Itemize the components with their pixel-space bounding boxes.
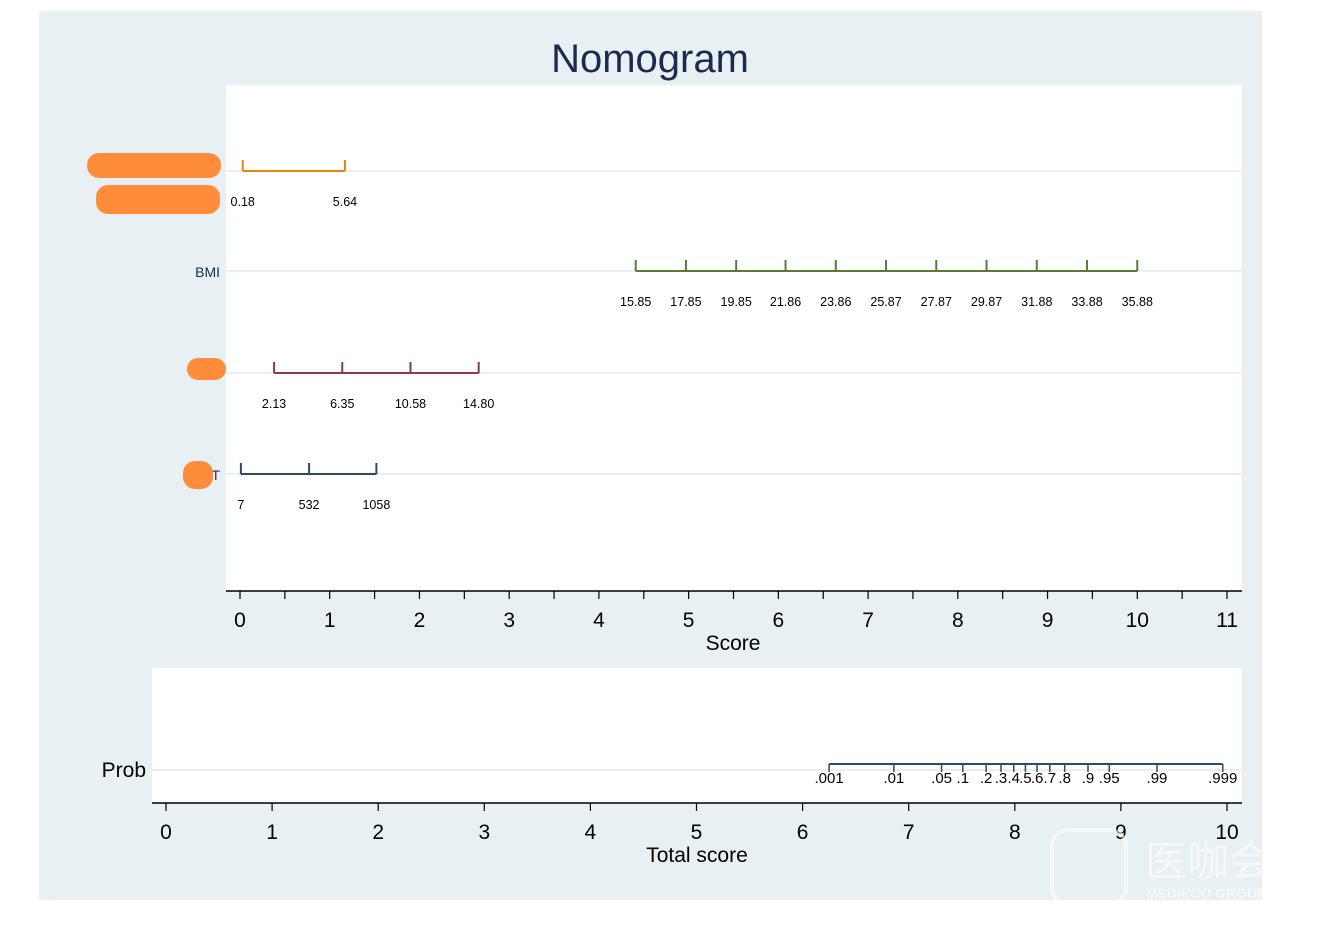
prob-tick-label: .8 <box>1058 770 1071 787</box>
score-tick-label: 9 <box>1042 609 1054 632</box>
total-tick-label: 4 <box>585 821 597 844</box>
chart-title: Nomogram <box>551 37 749 81</box>
prob-tick-label: .3 <box>995 770 1008 787</box>
variable-tick-label: 1058 <box>362 498 390 512</box>
prob-tick-label: .9 <box>1082 770 1095 787</box>
score-tick-label: 8 <box>952 609 964 632</box>
prob-tick-label: .4 <box>1007 770 1020 787</box>
variable-tick-label: 25.87 <box>870 295 901 309</box>
score-tick-label: 5 <box>683 609 695 632</box>
prob-tick-label: .6 <box>1031 770 1044 787</box>
variable-label: T <box>211 467 220 483</box>
prob-tick-label: .99 <box>1147 770 1168 787</box>
watermark-logo-icon <box>1050 828 1128 906</box>
score-tick-label: 1 <box>324 609 336 632</box>
total-tick-label: 10 <box>1215 821 1238 844</box>
variable-tick-label: 15.85 <box>620 295 651 309</box>
watermark-en: MEDIECO GROUP <box>1146 885 1267 901</box>
variable-tick-label: 7 <box>237 498 244 512</box>
score-tick-label: 4 <box>593 609 605 632</box>
variable-tick-label: 33.88 <box>1071 295 1102 309</box>
prob-tick-label: .95 <box>1099 770 1120 787</box>
prob-tick-label: .5 <box>1019 770 1032 787</box>
variable-tick-label: 0.18 <box>231 195 255 209</box>
variable-tick-label: 19.85 <box>721 295 752 309</box>
redaction-mark <box>96 185 220 214</box>
prob-label: Prob <box>102 759 146 782</box>
prob-tick-label: .001 <box>815 770 844 787</box>
score-tick-label: 2 <box>414 609 426 632</box>
variable-tick-label: 14.80 <box>463 397 494 411</box>
total-tick-label: 2 <box>372 821 384 844</box>
total-tick-label: 8 <box>1009 821 1021 844</box>
variable-tick-label: 10.58 <box>395 397 426 411</box>
redaction-mark <box>183 461 213 489</box>
variable-tick-label: 5.64 <box>333 195 357 209</box>
total-tick-label: 0 <box>160 821 172 844</box>
total-tick-label: 5 <box>691 821 703 844</box>
variable-tick-label: 532 <box>299 498 320 512</box>
total-tick-label: 6 <box>797 821 809 844</box>
prob-tick-label: .999 <box>1208 770 1237 787</box>
variable-tick-label: 23.86 <box>820 295 851 309</box>
variable-tick-label: 2.13 <box>262 397 286 411</box>
prob-tick-label: .7 <box>1044 770 1057 787</box>
score-tick-label: 11 <box>1216 609 1238 632</box>
variable-tick-label: 35.88 <box>1122 295 1153 309</box>
score-tick-label: 0 <box>234 609 246 632</box>
total-tick-label: 3 <box>478 821 490 844</box>
prob-tick-label: .05 <box>931 770 952 787</box>
variable-tick-label: 21.86 <box>770 295 801 309</box>
score-tick-label: 6 <box>773 609 785 632</box>
variable-tick-label: 6.35 <box>330 397 354 411</box>
total-axis-title: Total score <box>646 844 748 867</box>
total-tick-label: 1 <box>266 821 278 844</box>
variable-tick-label: 17.85 <box>670 295 701 309</box>
prob-panel <box>152 668 1242 803</box>
variable-label: BMI <box>195 264 220 280</box>
total-tick-label: 7 <box>903 821 915 844</box>
variable-tick-label: 27.87 <box>921 295 952 309</box>
redaction-mark <box>87 153 221 178</box>
variable-tick-label: 31.88 <box>1021 295 1052 309</box>
score-tick-label: 3 <box>503 609 515 632</box>
score-tick-label: 7 <box>862 609 874 632</box>
variable-tick-label: 29.87 <box>971 295 1002 309</box>
watermark-cn: 医咖会 <box>1145 838 1271 885</box>
score-tick-label: 10 <box>1126 609 1149 632</box>
prob-tick-label: .2 <box>980 770 993 787</box>
watermark: 医咖会 MEDIECO GROUP <box>1050 828 1271 906</box>
prob-tick-label: .01 <box>883 770 904 787</box>
score-axis-title: Score <box>706 632 761 655</box>
prob-tick-label: .1 <box>957 770 970 787</box>
score-panel <box>226 85 1242 591</box>
redaction-mark <box>187 358 226 380</box>
